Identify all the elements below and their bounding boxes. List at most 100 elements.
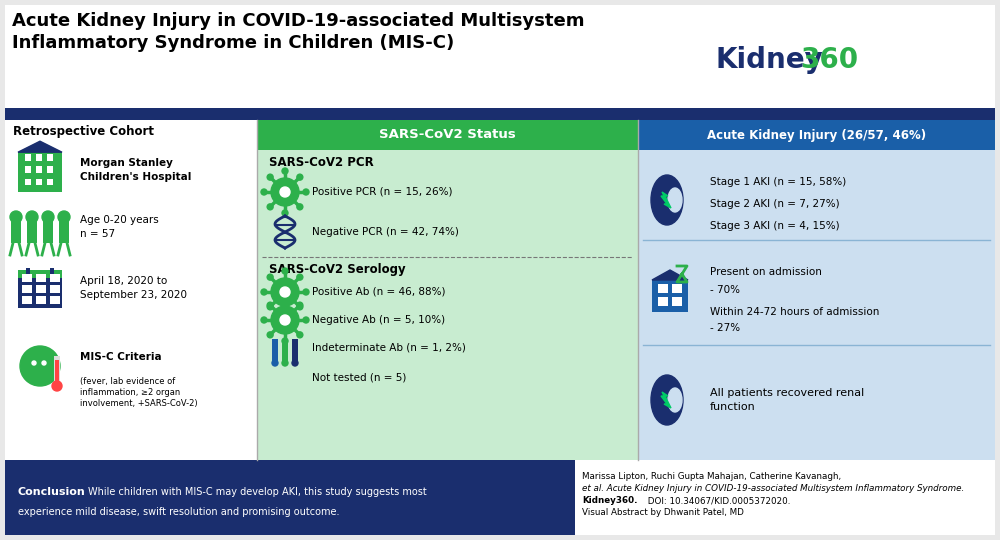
Circle shape	[42, 361, 46, 365]
Ellipse shape	[668, 188, 682, 212]
FancyBboxPatch shape	[22, 296, 32, 304]
Ellipse shape	[668, 388, 682, 412]
Text: Stage 1 AKI (n = 15, 58%): Stage 1 AKI (n = 15, 58%)	[710, 177, 846, 187]
Circle shape	[267, 204, 273, 210]
Text: Kidney360.: Kidney360.	[582, 496, 638, 505]
FancyBboxPatch shape	[50, 268, 54, 274]
Circle shape	[267, 304, 273, 310]
Circle shape	[282, 168, 288, 174]
Ellipse shape	[651, 375, 683, 425]
FancyBboxPatch shape	[672, 297, 682, 306]
Text: Present on admission: Present on admission	[710, 267, 822, 277]
Text: Positive Ab (n = 46, 88%): Positive Ab (n = 46, 88%)	[312, 287, 446, 297]
Text: April 18, 2020 to
September 23, 2020: April 18, 2020 to September 23, 2020	[80, 276, 187, 300]
FancyBboxPatch shape	[36, 179, 42, 185]
FancyBboxPatch shape	[22, 274, 32, 282]
FancyBboxPatch shape	[18, 270, 62, 308]
FancyBboxPatch shape	[672, 284, 682, 293]
Circle shape	[297, 304, 303, 310]
FancyBboxPatch shape	[27, 217, 37, 243]
FancyBboxPatch shape	[638, 150, 995, 240]
FancyBboxPatch shape	[638, 240, 995, 345]
FancyBboxPatch shape	[36, 274, 46, 282]
Circle shape	[42, 211, 54, 223]
Circle shape	[280, 187, 290, 197]
FancyBboxPatch shape	[47, 166, 53, 173]
Circle shape	[261, 189, 267, 195]
Circle shape	[303, 189, 309, 195]
FancyBboxPatch shape	[47, 179, 53, 185]
FancyBboxPatch shape	[47, 154, 53, 161]
FancyBboxPatch shape	[282, 339, 288, 363]
Text: Stage 2 AKI (n = 7, 27%): Stage 2 AKI (n = 7, 27%)	[710, 199, 840, 209]
Text: (fever, lab evidence of
inflammation, ≥2 organ
involvement, +SARS-CoV-2): (fever, lab evidence of inflammation, ≥2…	[80, 377, 198, 408]
FancyBboxPatch shape	[5, 5, 995, 110]
FancyBboxPatch shape	[26, 268, 30, 274]
FancyBboxPatch shape	[5, 108, 995, 120]
FancyBboxPatch shape	[658, 284, 668, 293]
Text: Retrospective Cohort: Retrospective Cohort	[13, 125, 154, 138]
Text: Positive PCR (n = 15, 26%): Positive PCR (n = 15, 26%)	[312, 187, 452, 197]
Circle shape	[267, 274, 273, 280]
FancyBboxPatch shape	[638, 120, 995, 150]
Text: Age 0-20 years
n = 57: Age 0-20 years n = 57	[80, 215, 159, 239]
Polygon shape	[661, 192, 671, 208]
Polygon shape	[661, 392, 671, 408]
FancyBboxPatch shape	[257, 120, 638, 150]
Text: All patients recovered renal
function: All patients recovered renal function	[710, 388, 864, 412]
FancyBboxPatch shape	[36, 285, 46, 293]
FancyBboxPatch shape	[36, 296, 46, 304]
FancyBboxPatch shape	[652, 280, 688, 312]
Circle shape	[271, 278, 299, 306]
Circle shape	[282, 210, 288, 216]
Circle shape	[280, 315, 290, 325]
Text: Inflammatory Syndrome in Children (MIS-C): Inflammatory Syndrome in Children (MIS-C…	[12, 34, 454, 52]
Circle shape	[282, 296, 288, 302]
Text: Indeterminate Ab (n = 1, 2%): Indeterminate Ab (n = 1, 2%)	[312, 343, 466, 353]
Circle shape	[267, 302, 273, 308]
Text: MIS-C Criteria: MIS-C Criteria	[80, 352, 162, 362]
FancyBboxPatch shape	[43, 217, 53, 243]
Text: SARS-CoV2 Serology: SARS-CoV2 Serology	[269, 264, 406, 276]
FancyBboxPatch shape	[5, 120, 995, 460]
Circle shape	[26, 211, 38, 223]
Circle shape	[303, 317, 309, 323]
Text: - 70%: - 70%	[710, 285, 740, 295]
FancyBboxPatch shape	[575, 460, 995, 535]
Circle shape	[282, 338, 288, 344]
Circle shape	[297, 174, 303, 180]
Text: SARS-CoV2 Status: SARS-CoV2 Status	[379, 129, 516, 141]
Text: et al. Acute Kidney Injury in COVID-19-associated Multisystem Inflammatory Syndr: et al. Acute Kidney Injury in COVID-19-a…	[582, 484, 964, 493]
Text: Visual Abstract by Dhwanit Patel, MD: Visual Abstract by Dhwanit Patel, MD	[582, 508, 744, 517]
Circle shape	[261, 289, 267, 295]
Circle shape	[32, 361, 36, 365]
FancyBboxPatch shape	[50, 296, 60, 304]
FancyBboxPatch shape	[36, 166, 42, 173]
Text: Morgan Stanley
Children's Hospital: Morgan Stanley Children's Hospital	[80, 158, 191, 181]
Text: Acute Kidney Injury (26/57, 46%): Acute Kidney Injury (26/57, 46%)	[707, 129, 926, 141]
FancyBboxPatch shape	[658, 297, 668, 306]
Circle shape	[297, 332, 303, 338]
Text: Marissa Lipton, Ruchi Gupta Mahajan, Catherine Kavanagh,: Marissa Lipton, Ruchi Gupta Mahajan, Cat…	[582, 472, 844, 481]
Ellipse shape	[651, 175, 683, 225]
Circle shape	[261, 317, 267, 323]
Circle shape	[282, 360, 288, 366]
FancyBboxPatch shape	[638, 120, 995, 460]
Circle shape	[267, 174, 273, 180]
Polygon shape	[18, 141, 62, 152]
Circle shape	[271, 178, 299, 206]
FancyBboxPatch shape	[638, 345, 995, 460]
Text: Negative PCR (n = 42, 74%): Negative PCR (n = 42, 74%)	[312, 227, 459, 237]
Polygon shape	[652, 270, 688, 280]
Text: experience mild disease, swift resolution and promising outcome.: experience mild disease, swift resolutio…	[18, 507, 340, 517]
Text: Not tested (n = 5): Not tested (n = 5)	[312, 372, 406, 382]
FancyBboxPatch shape	[25, 166, 31, 173]
Circle shape	[280, 287, 290, 297]
FancyBboxPatch shape	[272, 339, 278, 363]
Circle shape	[272, 360, 278, 366]
Circle shape	[58, 211, 70, 223]
Circle shape	[292, 360, 298, 366]
FancyBboxPatch shape	[25, 154, 31, 161]
FancyBboxPatch shape	[25, 179, 31, 185]
FancyBboxPatch shape	[292, 339, 298, 363]
